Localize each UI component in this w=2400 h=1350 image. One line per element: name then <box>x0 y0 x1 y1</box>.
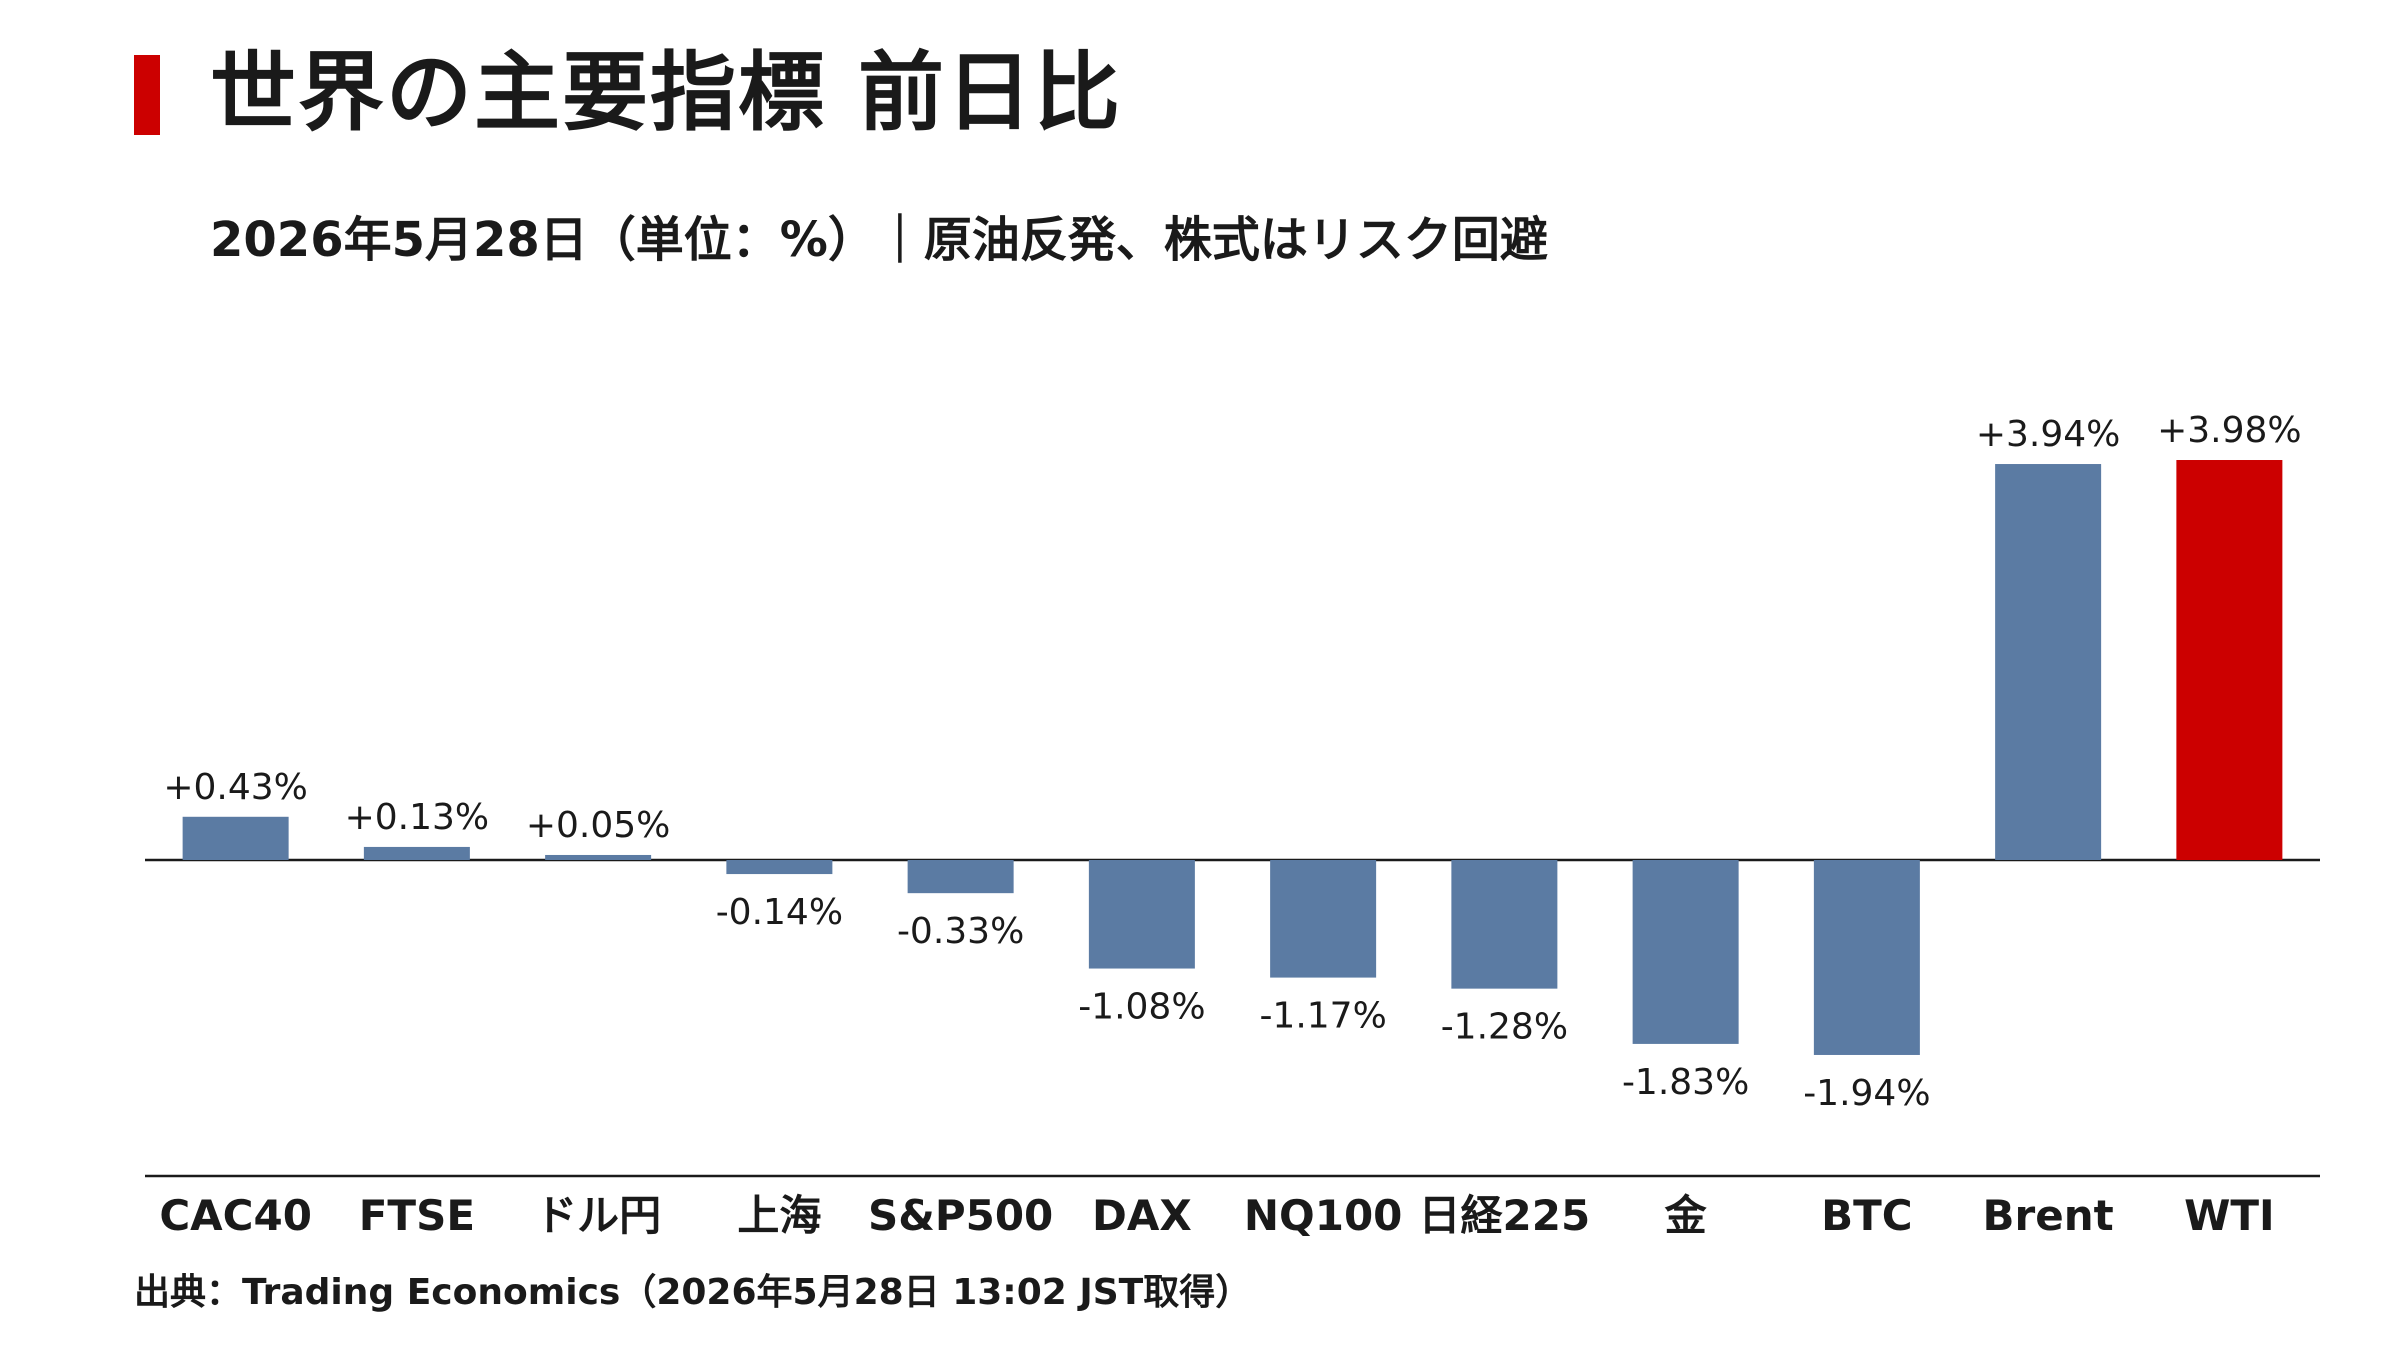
bar-2 <box>363 846 470 860</box>
value-label-7: -1.17% <box>1259 996 1386 1037</box>
page-subtitle: 2026年5月28日（単位：%）｜原油反発、株式はリスク回避 <box>210 212 1548 268</box>
category-label-4: 上海 <box>737 1191 821 1240</box>
category-label-12: WTI <box>2184 1191 2275 1240</box>
value-label-6: -1.08% <box>1078 987 1205 1028</box>
value-label-10: -1.94% <box>1803 1073 1930 1114</box>
category-label-8: 日経225 <box>1419 1191 1591 1240</box>
value-label-12: +3.98% <box>2157 410 2302 451</box>
category-label-2: FTSE <box>359 1191 475 1240</box>
bar-12 <box>2176 460 2283 860</box>
bar-3 <box>545 854 652 860</box>
category-label-7: NQ100 <box>1244 1191 1403 1240</box>
category-label-1: CAC40 <box>159 1191 312 1240</box>
value-label-2: +0.13% <box>345 797 490 838</box>
bar-11 <box>1995 464 2102 860</box>
value-label-9: -1.83% <box>1622 1062 1749 1103</box>
bar-5 <box>907 860 1014 894</box>
bar-1 <box>182 816 289 860</box>
value-label-11: +3.94% <box>1976 414 2121 455</box>
category-label-6: DAX <box>1092 1191 1192 1240</box>
source-note: 出典：Trading Economics（2026年5月28日 13:02 JS… <box>134 1272 1252 1313</box>
category-label-3: ドル円 <box>535 1191 661 1240</box>
value-label-8: -1.28% <box>1441 1007 1568 1048</box>
value-label-3: +0.05% <box>526 805 671 846</box>
bar-7 <box>1270 860 1377 978</box>
category-label-11: Brent <box>1983 1191 2114 1240</box>
bar-6 <box>1088 860 1195 969</box>
bar-10 <box>1813 860 1920 1055</box>
value-label-1: +0.43% <box>163 767 308 808</box>
title-accent-bar <box>134 55 160 135</box>
category-label-5: S&P500 <box>868 1191 1053 1240</box>
value-label-4: -0.14% <box>716 892 843 933</box>
category-label-9: 金 <box>1664 1191 1708 1240</box>
bar-9 <box>1632 860 1739 1044</box>
value-label-5: -0.33% <box>897 911 1024 952</box>
page-title: 世界の主要指標 前日比 <box>210 43 1122 143</box>
bar-4 <box>726 860 833 875</box>
bar-8 <box>1451 860 1558 989</box>
category-label-10: BTC <box>1821 1191 1913 1240</box>
